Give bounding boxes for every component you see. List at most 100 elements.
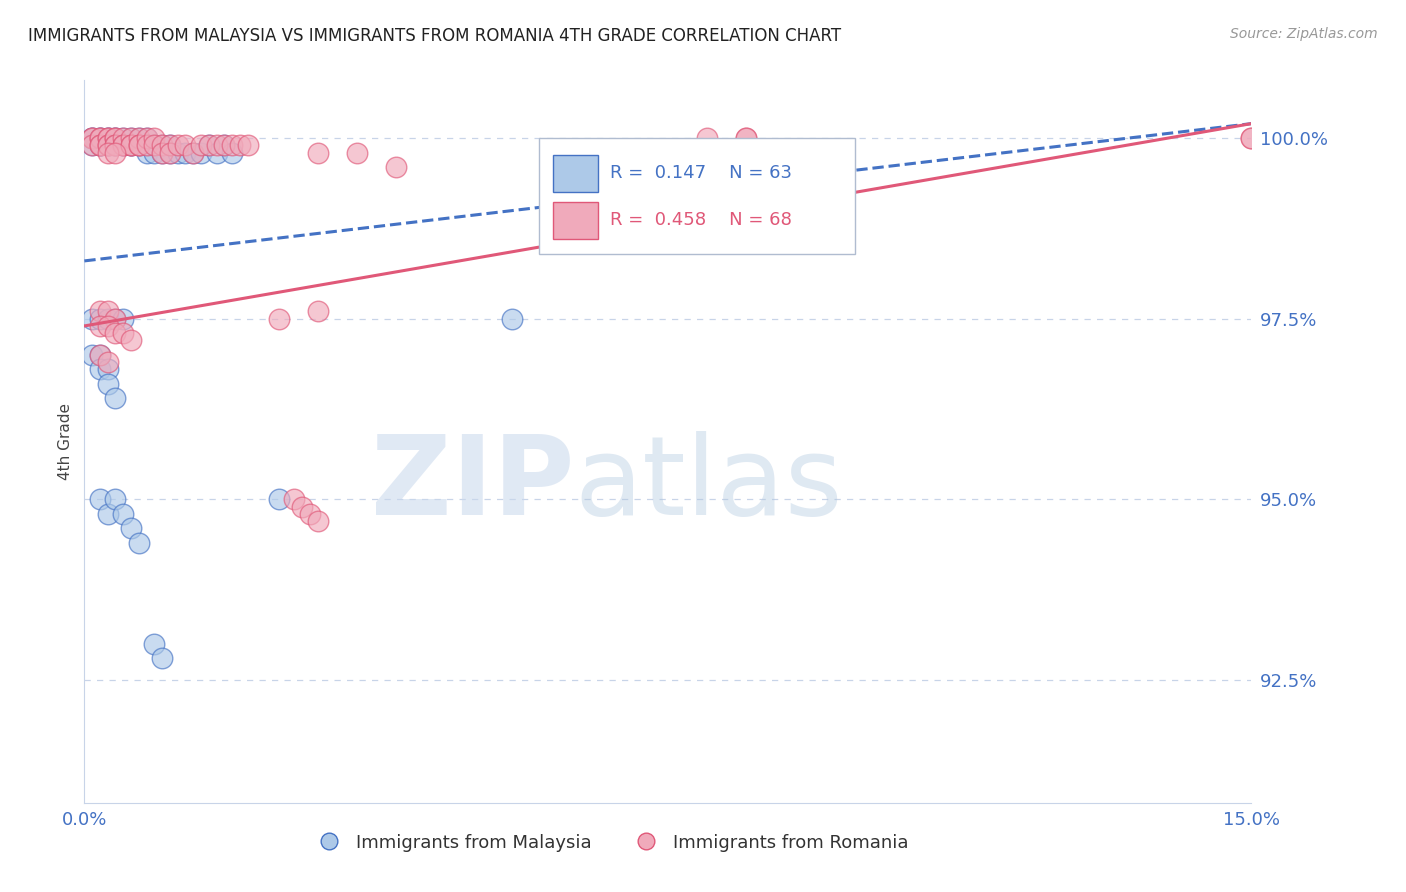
Point xyxy=(181,145,204,160)
Point xyxy=(135,138,157,153)
Point xyxy=(128,131,150,145)
Point xyxy=(734,131,756,145)
Y-axis label: 4th Grade: 4th Grade xyxy=(58,403,73,480)
Point xyxy=(104,311,127,326)
Point xyxy=(150,145,173,160)
Point xyxy=(205,138,228,153)
Point xyxy=(159,138,181,153)
Point xyxy=(104,138,127,153)
Point xyxy=(104,311,127,326)
Point xyxy=(89,138,111,153)
Point xyxy=(143,131,166,145)
Point xyxy=(97,355,120,369)
Point xyxy=(174,138,197,153)
Point xyxy=(97,138,120,153)
Text: Source: ZipAtlas.com: Source: ZipAtlas.com xyxy=(1230,27,1378,41)
Point xyxy=(112,138,135,153)
Point xyxy=(97,131,120,145)
Bar xyxy=(554,202,598,239)
Point xyxy=(97,304,120,318)
Point xyxy=(97,145,120,160)
Point xyxy=(104,326,127,340)
Point xyxy=(82,138,104,153)
Point xyxy=(159,138,181,153)
Point xyxy=(104,391,127,405)
Point xyxy=(89,492,111,507)
Point xyxy=(120,138,142,153)
Point xyxy=(89,131,111,145)
Point xyxy=(229,138,252,153)
Point xyxy=(1240,131,1263,145)
Point xyxy=(89,131,111,145)
Point xyxy=(128,535,150,549)
Bar xyxy=(554,154,598,193)
Point xyxy=(89,138,111,153)
Point xyxy=(181,145,204,160)
Point xyxy=(150,138,173,153)
Point xyxy=(174,145,197,160)
Point xyxy=(150,138,173,153)
Point xyxy=(97,138,120,153)
Point xyxy=(112,131,135,145)
Point xyxy=(120,138,142,153)
Point xyxy=(734,131,756,145)
Point xyxy=(120,131,142,145)
Point xyxy=(112,138,135,153)
Point xyxy=(89,311,111,326)
Point xyxy=(97,362,120,376)
Point xyxy=(159,145,181,160)
Point xyxy=(89,138,111,153)
Point xyxy=(112,138,135,153)
Point xyxy=(104,138,127,153)
Point xyxy=(97,138,120,153)
Point xyxy=(97,318,120,333)
Point xyxy=(120,131,142,145)
Point xyxy=(128,138,150,153)
Point xyxy=(97,376,120,391)
Point xyxy=(283,492,305,507)
Point xyxy=(128,131,150,145)
Point xyxy=(89,304,111,318)
Point xyxy=(135,131,157,145)
Point xyxy=(104,138,127,153)
Point xyxy=(104,138,127,153)
Point xyxy=(128,138,150,153)
Point xyxy=(221,138,243,153)
Point xyxy=(159,145,181,160)
Point xyxy=(104,131,127,145)
Point xyxy=(150,651,173,665)
Point xyxy=(82,311,104,326)
Point xyxy=(143,145,166,160)
Point xyxy=(307,304,329,318)
Point xyxy=(346,145,368,160)
Text: IMMIGRANTS FROM MALAYSIA VS IMMIGRANTS FROM ROMANIA 4TH GRADE CORRELATION CHART: IMMIGRANTS FROM MALAYSIA VS IMMIGRANTS F… xyxy=(28,27,841,45)
Point xyxy=(82,348,104,362)
Point xyxy=(384,160,406,174)
Point xyxy=(135,131,157,145)
Point xyxy=(190,138,212,153)
Point xyxy=(120,334,142,348)
Point xyxy=(104,492,127,507)
Point xyxy=(82,131,104,145)
Point xyxy=(128,138,150,153)
Point xyxy=(214,138,236,153)
Point xyxy=(112,138,135,153)
Point xyxy=(82,131,104,145)
Point xyxy=(267,492,290,507)
Point xyxy=(97,131,120,145)
Point xyxy=(112,326,135,340)
Point xyxy=(104,145,127,160)
Text: ZIP: ZIP xyxy=(371,432,575,539)
Point xyxy=(89,318,111,333)
FancyBboxPatch shape xyxy=(540,138,855,253)
Text: atlas: atlas xyxy=(575,432,844,539)
Point xyxy=(214,138,236,153)
Point xyxy=(143,637,166,651)
Point xyxy=(82,131,104,145)
Point xyxy=(97,311,120,326)
Point xyxy=(291,500,314,514)
Point xyxy=(221,145,243,160)
Point xyxy=(112,311,135,326)
Point xyxy=(307,514,329,528)
Point xyxy=(501,311,523,326)
